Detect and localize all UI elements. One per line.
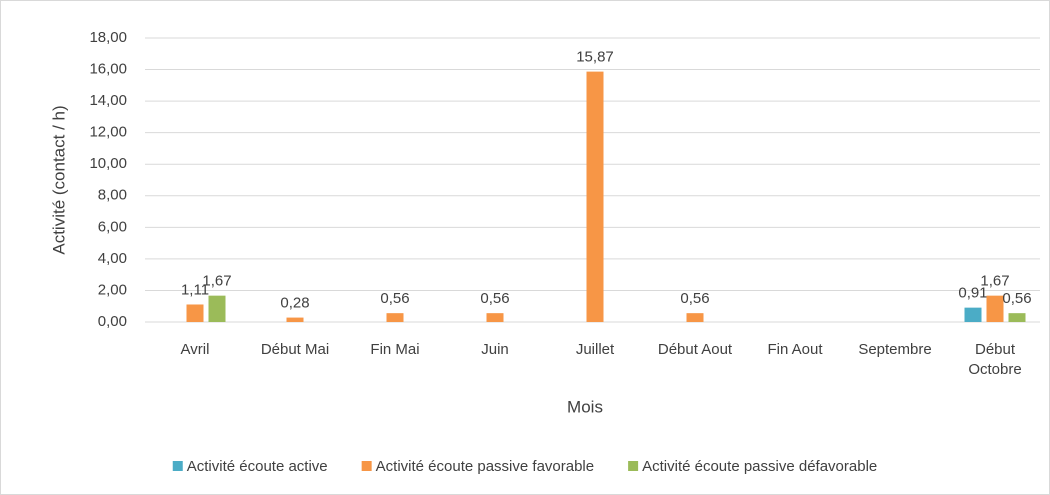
legend-label: Activité écoute passive défavorable [642, 458, 877, 475]
legend-swatch [172, 461, 183, 471]
bar [686, 313, 704, 322]
data-label: 0,56 [1002, 290, 1031, 307]
bar [286, 317, 304, 322]
data-label: 0,56 [380, 290, 409, 307]
y-tick-label: 18,00 [89, 29, 127, 46]
legend-swatch [361, 461, 372, 471]
data-label: 0,28 [280, 295, 309, 312]
bar [186, 304, 204, 322]
data-label: 1,67 [980, 273, 1009, 290]
data-label: 1,11 [181, 281, 209, 298]
y-tick-label: 10,00 [89, 155, 127, 172]
y-tick-label: 16,00 [89, 61, 127, 78]
legend: Activité écoute active Activité écoute pa… [172, 458, 877, 475]
legend-swatch [628, 461, 639, 471]
x-tick-label: Fin Mai [370, 341, 419, 358]
y-tick-label: 8,00 [98, 187, 127, 204]
y-tick-label: 14,00 [89, 92, 127, 109]
y-tick-label: 2,00 [98, 281, 127, 298]
legend-label: Activité écoute passive favorable [376, 458, 594, 475]
x-axis-title: Mois [567, 397, 603, 416]
x-tick-label: Début Mai [261, 341, 329, 358]
x-tick-label: Juin [481, 341, 509, 358]
data-label: 0,56 [480, 290, 509, 307]
bar [386, 313, 404, 322]
bar [486, 313, 504, 322]
bar [586, 71, 604, 323]
x-tick-label: Début Octobre [968, 341, 1021, 378]
y-tick-label: 0,00 [98, 313, 127, 330]
data-label: 15,87 [576, 49, 614, 66]
bar [1008, 313, 1026, 322]
data-label: 0,91 [958, 285, 987, 302]
data-label: 0,56 [680, 290, 709, 307]
legend-label: Activité écoute active [187, 458, 328, 475]
y-axis-title: Activité (contact / h) [49, 105, 68, 254]
x-tick-label: Juillet [576, 341, 615, 358]
bar [964, 307, 982, 322]
bar [986, 295, 1004, 322]
x-tick-label: Début Aout [658, 341, 733, 358]
x-tick-label: Fin Aout [767, 341, 823, 358]
x-tick-label: Septembre [858, 341, 931, 358]
data-label: 1,67 [202, 273, 231, 290]
bar [208, 295, 226, 322]
y-tick-label: 4,00 [98, 250, 127, 267]
y-tick-label: 12,00 [89, 124, 127, 141]
x-tick-label: Avril [181, 341, 210, 358]
y-tick-label: 6,00 [98, 218, 127, 235]
